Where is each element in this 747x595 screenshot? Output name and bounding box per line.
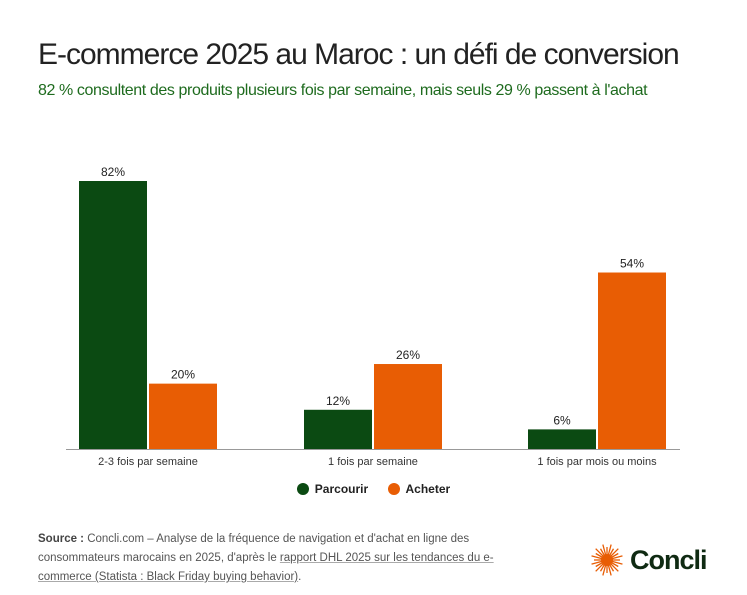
data-label: 20% [171,368,195,382]
x-tick-label: 1 fois par mois ou moins [537,456,657,468]
source-note: Source : Concli.com – Analyse de la fréq… [38,530,498,587]
x-tick-label: 1 fois par semaine [328,456,418,468]
source-label: Source : [38,533,85,545]
source-end: . [298,571,302,583]
data-label: 82% [101,165,125,179]
x-tick-label: 2-3 fois par semaine [98,456,198,468]
legend-label: Acheter [405,482,451,496]
bar-acheter-2 [598,272,666,449]
data-label: 12% [326,394,350,408]
legend-item-acheter: Acheter [387,482,451,496]
chart-subtitle: 82 % consultent des produits plusieurs f… [38,82,648,99]
logo-text: Concli [630,544,708,575]
sun-icon [591,544,623,576]
data-label: 26% [396,348,420,362]
chart-title: E-commerce 2025 au Maroc : un défi de co… [38,38,680,71]
source-link[interactable]: rapport DHL 2025 sur les tendances du e-… [38,552,494,583]
source-text: Concli.com – Analyse de la fréquence de … [38,533,470,564]
legend-item-parcourir: Parcourir [296,482,369,496]
bar-acheter-1 [374,364,442,449]
legend: Parcourir Acheter [0,482,747,498]
bar-parcourir-2 [528,429,596,449]
legend-swatch [296,483,309,495]
data-label: 54% [620,257,644,271]
legend-swatch [387,483,400,495]
legend-label: Parcourir [314,482,369,496]
data-label: 6% [553,413,571,427]
bar-parcourir-0 [79,181,147,449]
concli-logo: Concli [590,543,708,577]
bar-parcourir-1 [304,409,372,449]
bar-chart: 82% 12% 6% 20% 26% 54% 2-3 fois par semaine 1 f… [66,165,680,468]
bar-acheter-0 [149,383,217,449]
